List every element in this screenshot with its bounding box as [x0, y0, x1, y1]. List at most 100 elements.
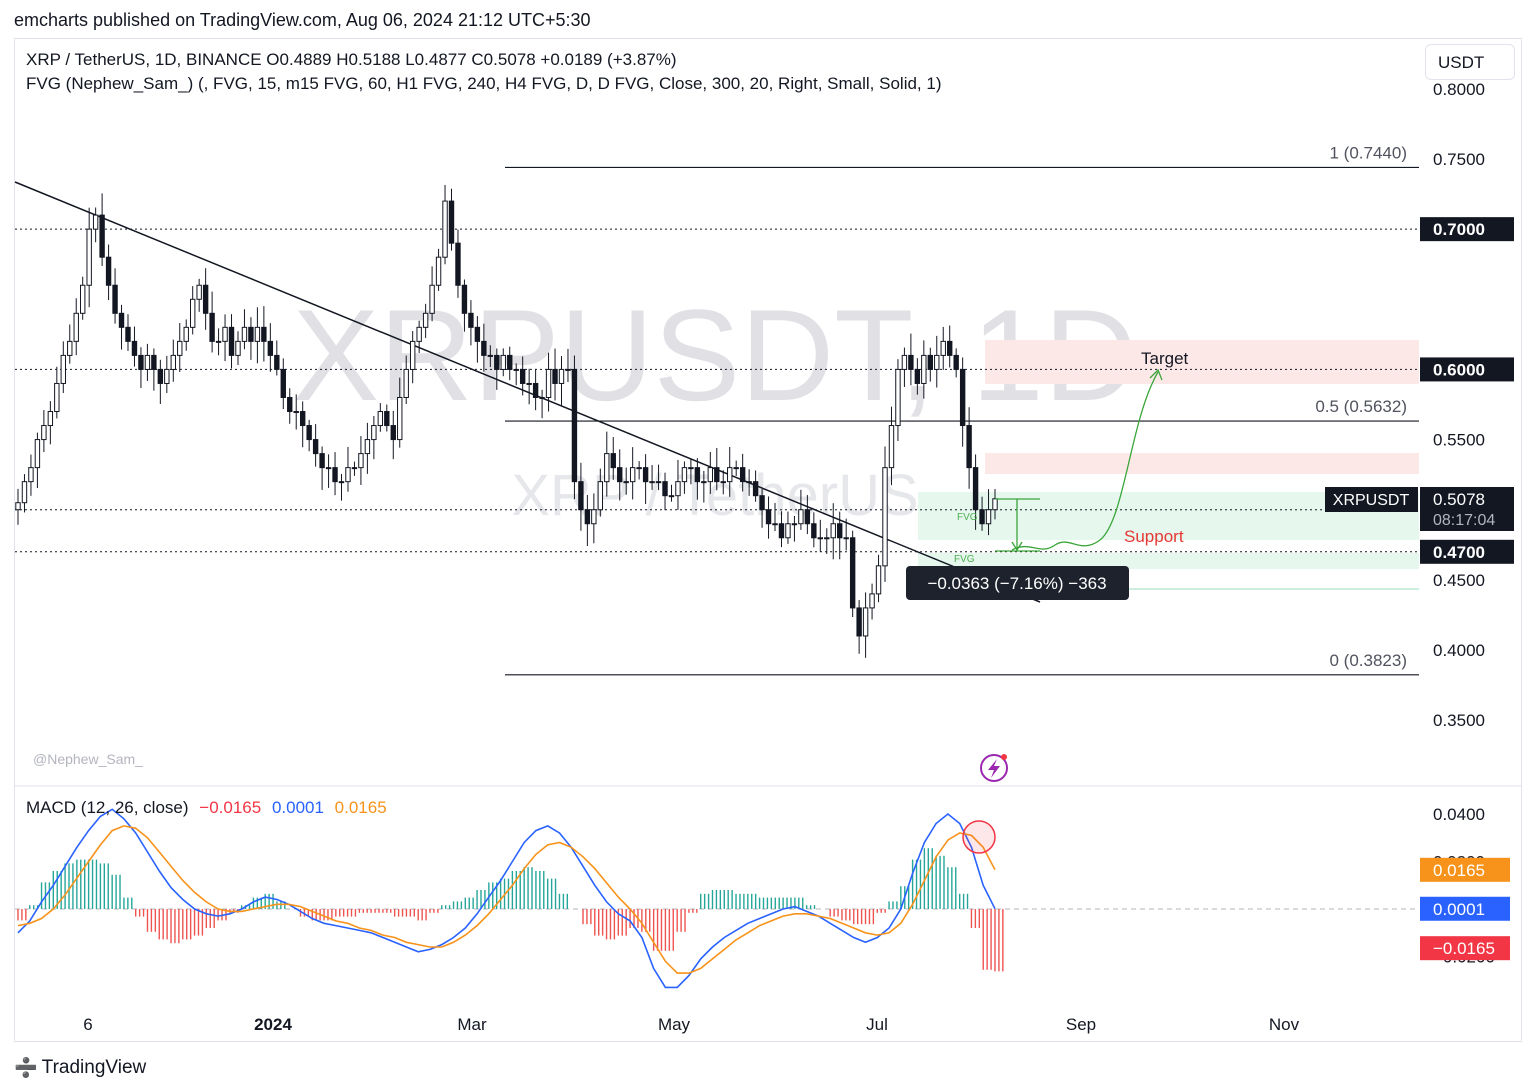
- lightning-icon[interactable]: [980, 754, 1008, 782]
- price-axis[interactable]: 0.80000.75000.55000.50000.45000.40000.35…: [1420, 80, 1514, 730]
- candle-body: [798, 509, 804, 525]
- candle-body: [261, 326, 267, 342]
- macd-label: 0.0001: [1433, 900, 1485, 919]
- candle-body: [170, 354, 176, 370]
- tradingview-logo[interactable]: ➗ TradingView: [14, 1056, 146, 1080]
- candle-body: [675, 481, 681, 497]
- candle-body: [138, 354, 144, 370]
- macd-title: MACD: [26, 798, 77, 817]
- candle-body: [662, 481, 668, 497]
- candle-body: [565, 368, 571, 371]
- candle-body: [526, 382, 532, 385]
- candle-body: [351, 467, 358, 470]
- candle-body: [73, 312, 79, 342]
- candle-body: [921, 354, 927, 384]
- price-label: 0.6000: [1433, 360, 1485, 379]
- candle-body: [992, 498, 998, 511]
- candle-body: [785, 523, 791, 539]
- candle-body: [358, 453, 364, 469]
- candle-body: [422, 312, 429, 328]
- candle-body: [338, 481, 345, 484]
- macd-label: −0.0165: [1433, 939, 1495, 958]
- time-tick: Nov: [1269, 1015, 1300, 1034]
- candle-body: [416, 326, 422, 342]
- candle-body: [947, 340, 953, 356]
- macd-tick: 0.0400: [1433, 805, 1485, 824]
- candle-body: [558, 368, 565, 384]
- candle-body: [765, 509, 772, 525]
- candle-body: [875, 565, 882, 595]
- svg-text:0.5078: 0.5078: [1433, 490, 1485, 509]
- candle-body: [908, 354, 914, 370]
- candle-body: [539, 396, 545, 399]
- candle-body: [507, 354, 513, 370]
- candle-body: [513, 368, 519, 371]
- candle-body: [824, 537, 830, 540]
- candle-body: [519, 368, 526, 384]
- signal-line: [17, 825, 996, 974]
- candle-body: [901, 354, 908, 370]
- resistance-zone-lower: [985, 453, 1419, 474]
- candle-body: [34, 439, 41, 469]
- candle-body: [959, 368, 966, 427]
- candle-body: [985, 509, 992, 525]
- candle-body: [849, 537, 856, 609]
- time-tick: 2024: [254, 1015, 292, 1034]
- price-label: 0.4700: [1433, 543, 1485, 562]
- macd-legend[interactable]: MACD (12, 26, close) −0.0165 0.0001 0.01…: [26, 798, 387, 818]
- candle-body: [487, 354, 494, 357]
- candle-body: [837, 523, 843, 539]
- candle-body: [60, 354, 66, 384]
- candle-body: [235, 340, 241, 356]
- candle-body: [429, 284, 435, 314]
- candle-body: [972, 467, 979, 511]
- candle-body: [739, 467, 746, 483]
- candle-body: [274, 354, 280, 370]
- chart-frame: [14, 38, 1522, 1042]
- downtrend-line[interactable]: [14, 181, 1041, 603]
- candle-body: [99, 214, 105, 258]
- candle-body: [319, 453, 325, 469]
- fvg-label-lower: FVG: [954, 554, 975, 565]
- fib-label-0.5: 0.5 (0.5632): [1315, 397, 1407, 416]
- macd-signal-value: 0.0165: [334, 798, 387, 817]
- candle-body: [934, 354, 940, 370]
- macd-label-bg: [1420, 857, 1510, 882]
- candle-body: [759, 495, 765, 511]
- candle-body: [772, 523, 778, 526]
- price-tick: 0.4000: [1433, 641, 1485, 660]
- candle-body: [164, 368, 170, 384]
- currency-button[interactable]: USDT: [1425, 44, 1515, 80]
- candle-body: [552, 368, 558, 384]
- fvg-label-upper: FVG: [957, 512, 978, 523]
- candle-body: [21, 481, 28, 504]
- resistance-zone-upper: [985, 340, 1419, 384]
- candle-body: [817, 537, 824, 540]
- candle-body: [940, 340, 946, 356]
- time-axis[interactable]: 6 2024 Mar May Jul Sep Nov: [83, 1015, 1299, 1034]
- candle-body: [714, 467, 720, 483]
- candle-body: [610, 453, 616, 469]
- symbol-legend[interactable]: XRP / TetherUS, 1D, BINANCE O0.4889 H0.5…: [26, 50, 677, 69]
- macd-label: 0.0165: [1433, 861, 1485, 880]
- candle-body: [54, 382, 60, 413]
- candle-body: [131, 340, 138, 356]
- fib-retracement[interactable]: 1 (0.7440) 0.5 (0.5632) 0 (0.3823): [505, 143, 1419, 676]
- candle-body: [409, 340, 416, 370]
- macd-params: (12, 26, close): [80, 798, 189, 817]
- candle-body: [325, 467, 332, 470]
- candle-body: [228, 326, 235, 356]
- indicator-legend[interactable]: FVG (Nephew_Sam_) (, FVG, 15, m15 FVG, 6…: [26, 74, 942, 93]
- candle-body: [397, 396, 403, 441]
- candle-body: [448, 200, 455, 244]
- candle-body: [629, 467, 636, 483]
- macd-line-value: 0.0001: [271, 798, 324, 817]
- candle-body: [345, 467, 351, 483]
- candle-body: [720, 481, 726, 484]
- svg-text:XRPUSDT: XRPUSDT: [1333, 492, 1410, 509]
- author-tag: @Nephew_Sam_: [33, 751, 143, 767]
- candle-body: [177, 340, 183, 356]
- candle-body: [183, 326, 189, 342]
